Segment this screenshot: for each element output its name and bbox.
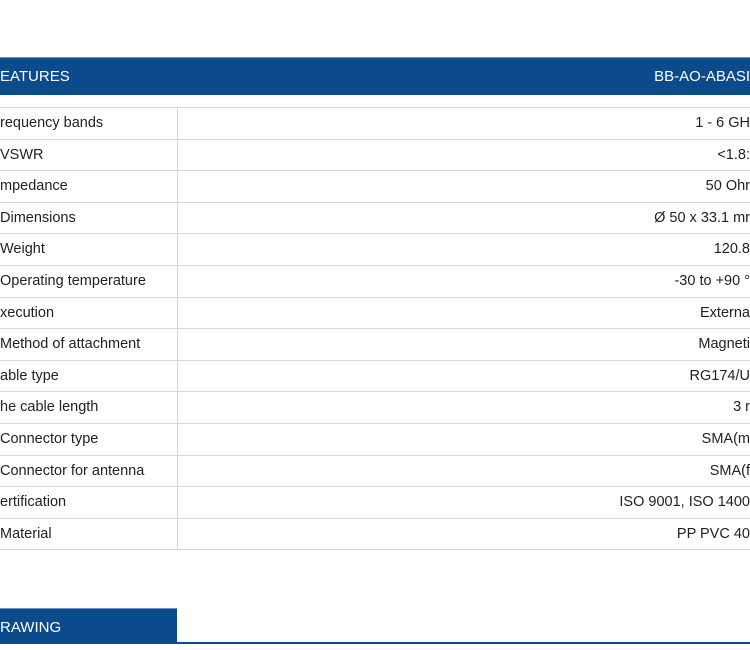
- row-value: 120.8: [713, 241, 750, 258]
- row-value: ISO 9001, ISO 1400: [619, 494, 750, 511]
- row-label: Material: [0, 518, 178, 550]
- row-label: Connector type: [0, 423, 178, 455]
- row-label: able type: [0, 360, 178, 392]
- row-label: VSWR: [0, 139, 178, 171]
- row-label: ertification: [0, 487, 178, 518]
- row-value: -30 to +90 °: [674, 272, 750, 289]
- row-value: RG174/U: [689, 367, 750, 384]
- table-row: VSWR <1.8:: [0, 139, 750, 172]
- row-label: Method of attachment: [0, 329, 178, 360]
- row-value: 3 r: [733, 399, 750, 416]
- row-value: PP PVC 40: [676, 525, 750, 542]
- row-value: 1 - 6 GH: [695, 115, 750, 131]
- table-row: Operating temperature -30 to +90 °: [0, 265, 750, 298]
- drawing-underline: [177, 642, 750, 644]
- row-label: xecution: [0, 297, 178, 329]
- features-table: requency bands 1 - 6 GH VSWR <1.8: mpedance 5…: [0, 107, 750, 551]
- features-header: EATURES BB-AO-ABASI: [0, 57, 750, 95]
- table-row: Connector type SMA(m: [0, 423, 750, 456]
- table-row: mpedance 50 Ohr: [0, 171, 750, 203]
- table-row: xecution Externa: [0, 297, 750, 330]
- row-value: Externa: [700, 304, 750, 321]
- table-row: Dimensions Ø 50 x 33.1 mr: [0, 202, 750, 235]
- row-value: 50 Ohr: [705, 178, 750, 195]
- row-value: SMA(f: [709, 462, 750, 479]
- model-name: BB-AO-ABASI: [654, 68, 750, 85]
- row-label: mpedance: [0, 171, 178, 202]
- table-row: Material PP PVC 40: [0, 518, 750, 551]
- row-label: Weight: [0, 234, 178, 265]
- row-label: Connector for antenna: [0, 455, 178, 487]
- table-row: he cable length 3 r: [0, 392, 750, 424]
- table-row: ertification ISO 9001, ISO 1400: [0, 487, 750, 519]
- table-row: Method of attachment Magneti: [0, 329, 750, 361]
- row-label: Operating temperature: [0, 265, 178, 297]
- row-label: requency bands: [0, 108, 178, 139]
- drawing-title: RAWING: [0, 619, 62, 636]
- row-label: he cable length: [0, 392, 178, 423]
- row-value: Ø 50 x 33.1 mr: [654, 209, 750, 226]
- row-value: SMA(m: [701, 430, 750, 447]
- table-row: requency bands 1 - 6 GH: [0, 108, 750, 140]
- table-row: Connector for antenna SMA(f: [0, 455, 750, 488]
- row-value: <1.8:: [717, 146, 750, 163]
- row-label: Dimensions: [0, 202, 178, 234]
- table-row: able type RG174/U: [0, 360, 750, 393]
- features-title: EATURES: [0, 68, 70, 85]
- row-value: Magneti: [698, 336, 750, 353]
- drawing-tab: RAWING: [0, 608, 177, 644]
- table-row: Weight 120.8: [0, 234, 750, 266]
